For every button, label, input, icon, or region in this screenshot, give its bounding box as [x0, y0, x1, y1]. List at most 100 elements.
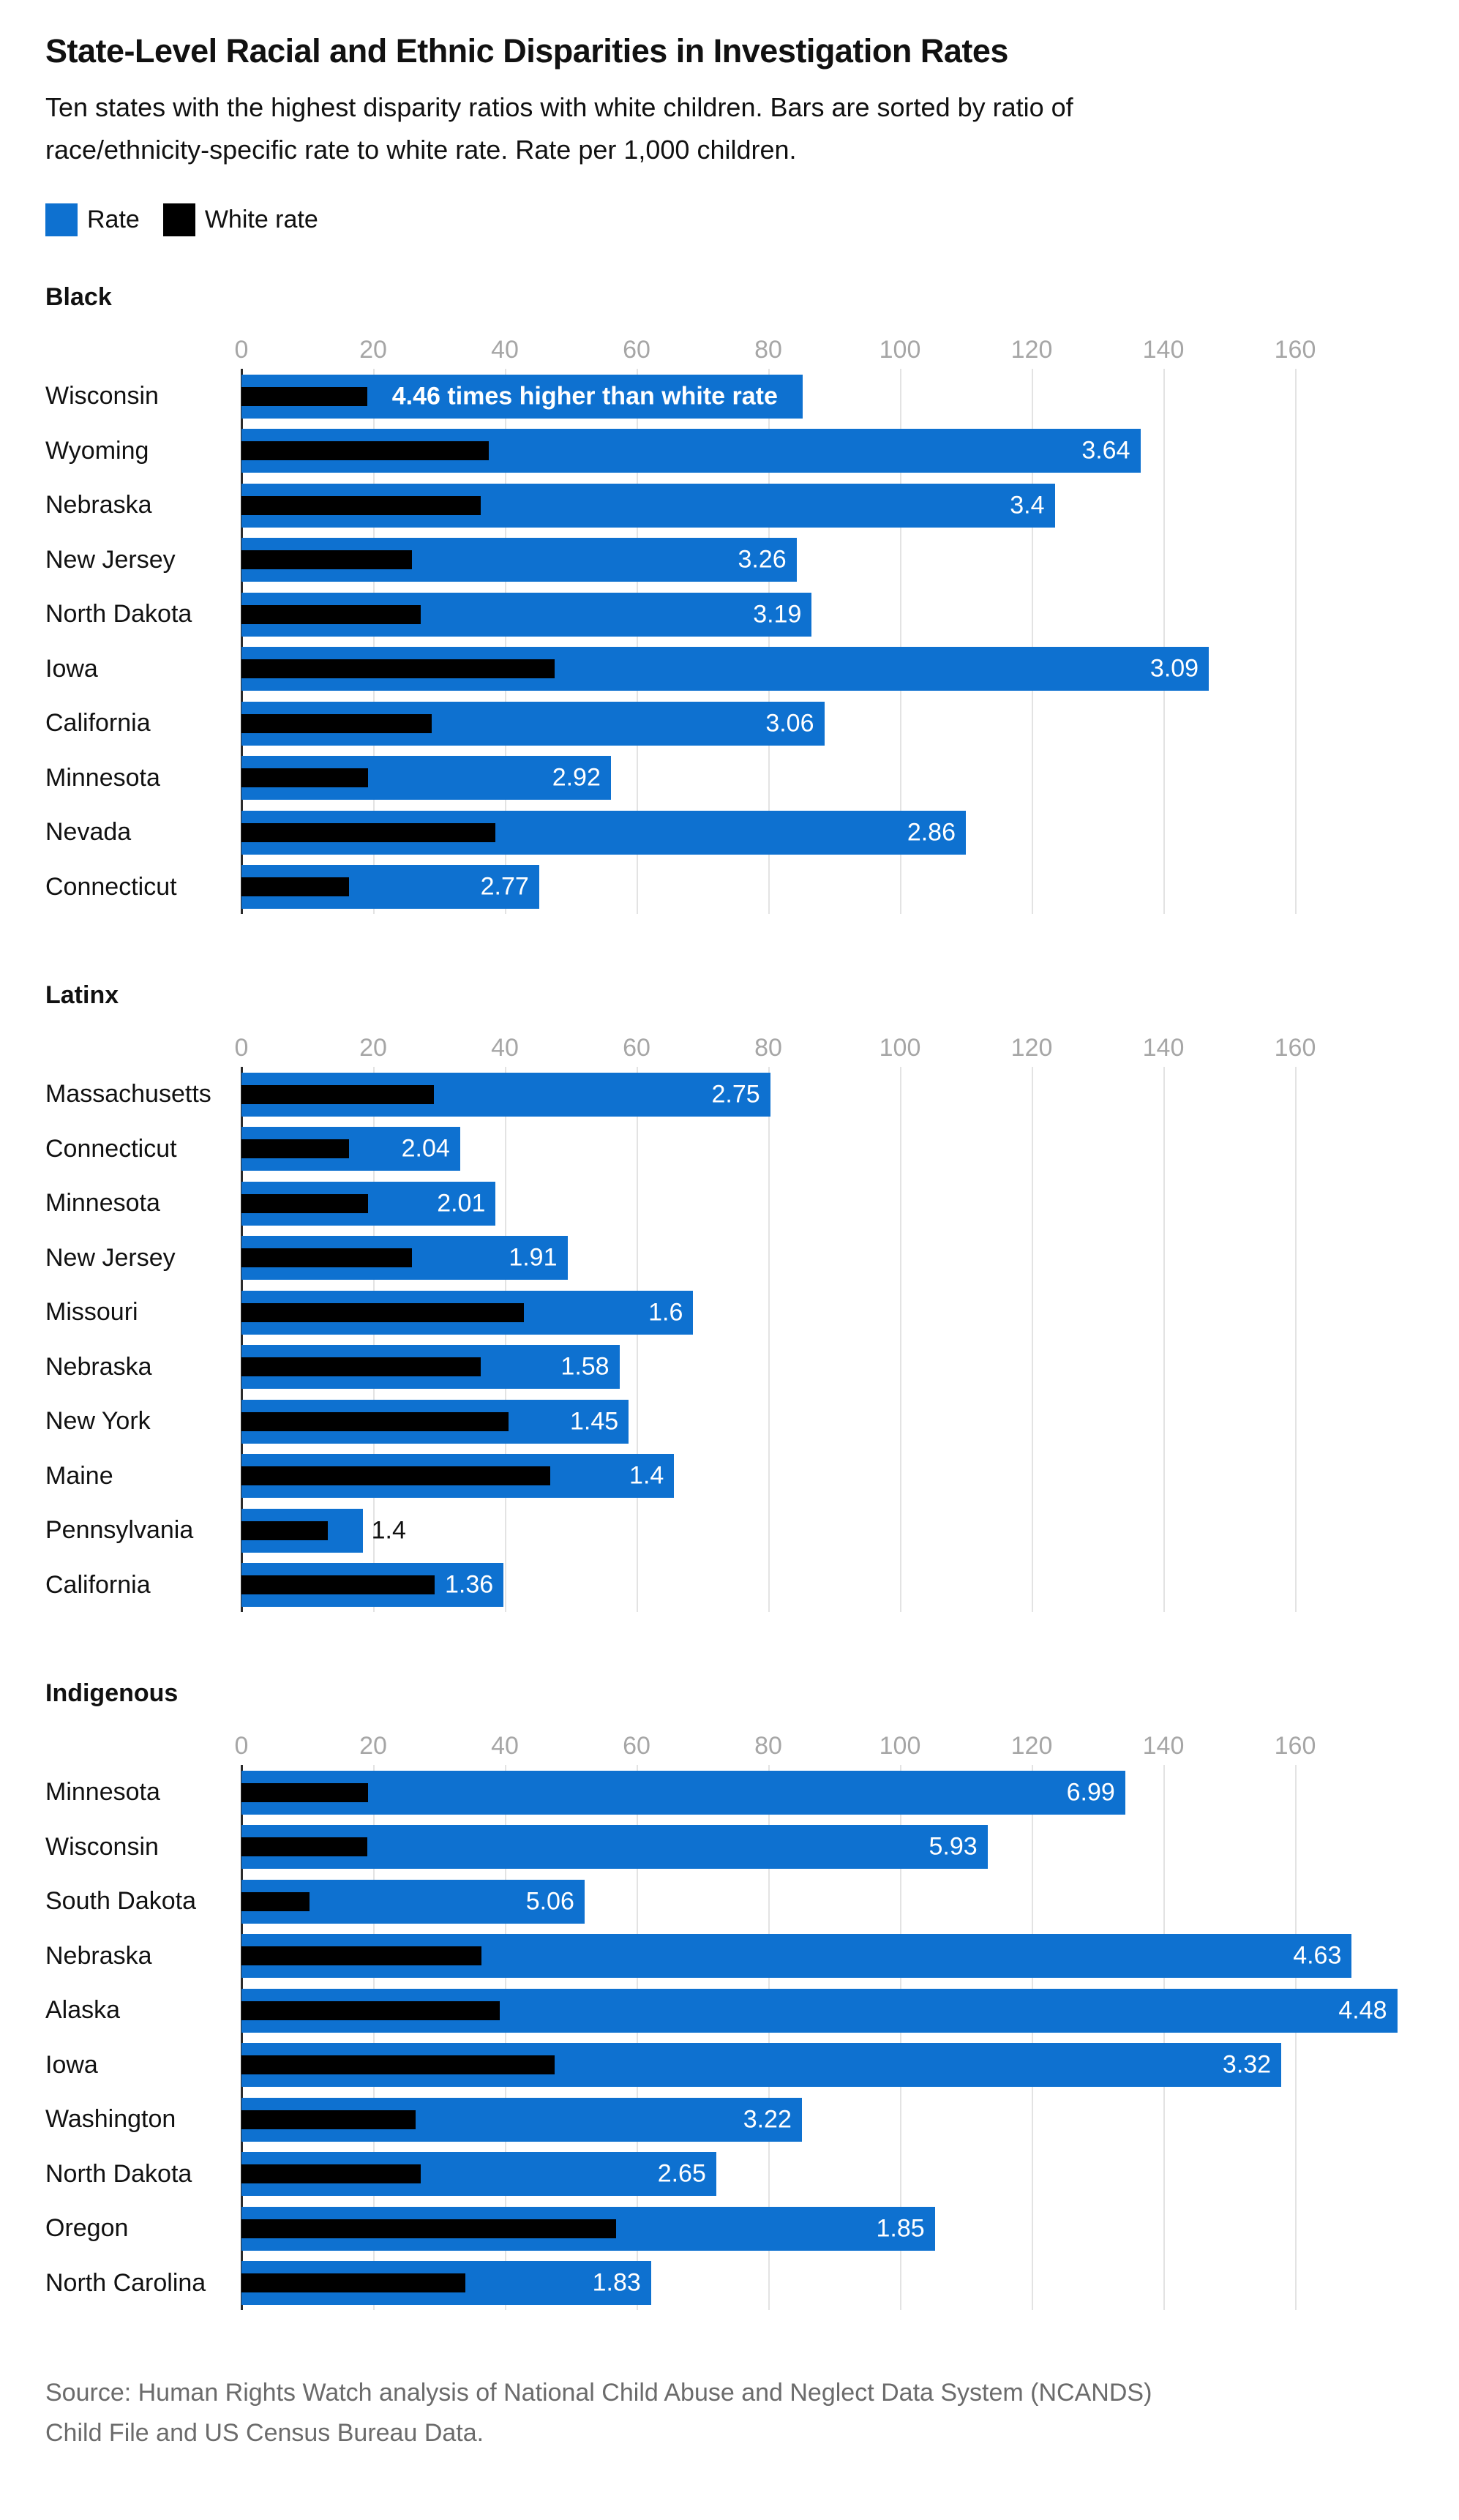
bar-row: Massachusetts 2.75: [45, 1067, 1458, 1122]
state-label: California: [45, 709, 151, 738]
axis-tick: 20: [359, 1732, 387, 1760]
axis-tick: 60: [623, 336, 650, 364]
white-rate-bar: [241, 2055, 555, 2075]
rate-bar: [241, 1770, 1125, 1815]
bar-value-label: 4.63: [1293, 1941, 1342, 1970]
bar-row: North Dakota 3.19: [45, 587, 1458, 642]
bar-value-label: 4.48: [1338, 1996, 1387, 2025]
white-rate-bar: [241, 659, 555, 679]
white-rate-bar: [241, 441, 489, 461]
bar-track: 1.6: [241, 1285, 1412, 1340]
bar-track: 2.75: [241, 1067, 1412, 1122]
bar-value-label: 5.93: [929, 1832, 978, 1861]
bar-row: New York 1.45: [45, 1394, 1458, 1449]
bar-track: 3.19: [241, 587, 1412, 642]
rate-legend-swatch: [45, 203, 78, 237]
bar-value-label: 2.92: [552, 763, 601, 792]
gridline: [505, 1067, 506, 1613]
rate-legend-label: Rate: [87, 206, 140, 234]
white-rate-bar: [241, 1411, 509, 1431]
bar-value-label: 1.45: [570, 1407, 619, 1436]
white-rate-bar: [241, 1466, 551, 1486]
white-rate-bar: [241, 1891, 310, 1911]
bar-value-label: 2.75: [711, 1080, 760, 1109]
gridline: [1295, 1067, 1297, 1613]
axis: 0 20 40 60 80 100 120 140 160: [235, 331, 1412, 369]
source-note: Source: Human Rights Watch analysis of N…: [45, 2373, 1412, 2453]
legend: Rate White rate: [45, 203, 1412, 237]
axis-tick: 100: [879, 336, 921, 364]
bar-track: 3.06: [241, 696, 1412, 751]
white-rate-bar: [241, 1248, 413, 1268]
state-label: Minnesota: [45, 1778, 160, 1807]
bar-track: 3.22: [241, 2092, 1412, 2147]
white-rate-bar: [241, 1575, 435, 1595]
white-rate-bar: [241, 1084, 434, 1104]
state-label: Iowa: [45, 2050, 98, 2079]
bar-track: 1.83: [241, 2256, 1412, 2311]
white-rate-bar: [241, 1520, 328, 1540]
state-label: Maine: [45, 1461, 113, 1490]
bar-row: South Dakota 5.06: [45, 1874, 1458, 1929]
state-label: Nebraska: [45, 1941, 152, 1970]
bar-value-label: 3.26: [738, 545, 787, 574]
bar-track: 2.65: [241, 2147, 1412, 2202]
axis-tick: 120: [1010, 1034, 1053, 1062]
state-label: Nevada: [45, 818, 132, 847]
white-rate-bar: [241, 2273, 465, 2293]
gridline: [1163, 1067, 1165, 1613]
axis-tick: 40: [491, 1034, 519, 1062]
axis-tick: 120: [1010, 336, 1053, 364]
bar-track: 3.09: [241, 642, 1412, 697]
axis-tick: 140: [1142, 336, 1185, 364]
axis-tick: 0: [234, 1732, 249, 1760]
gridline: [768, 1765, 770, 2311]
bar-track: 1.36: [241, 1558, 1412, 1613]
state-label: New Jersey: [45, 1243, 176, 1272]
section-title: Latinx: [45, 981, 119, 1010]
axis-tick: 80: [754, 1034, 782, 1062]
state-label: Wisconsin: [45, 1832, 159, 1861]
bar-track: 1.45: [241, 1394, 1412, 1449]
state-label: Missouri: [45, 1298, 138, 1327]
bar-track: 1.91: [241, 1231, 1412, 1286]
bar-value-label: 2.04: [401, 1134, 450, 1163]
chart-section-latinx: Latinx 0 20 40 60 80 100 120 140 160 Massachusetts…: [45, 981, 1412, 1613]
bar-track: 3.4: [241, 478, 1412, 533]
white-rate-bar: [241, 1837, 367, 1857]
gridline: [900, 1765, 901, 2311]
gridline: [1295, 1765, 1297, 2311]
bar-track: 5.93: [241, 1820, 1412, 1875]
subtitle-line-1: Ten states with the highest disparity ra…: [45, 91, 1073, 122]
bar-row: Connecticut 2.77: [45, 860, 1458, 915]
white-rate-legend-swatch: [162, 203, 195, 237]
white-rate-bar: [241, 1782, 368, 1802]
state-label: New York: [45, 1407, 151, 1436]
bar-row: Minnesota 6.99: [45, 1765, 1458, 1820]
white-rate-bar: [241, 768, 368, 788]
axis-tick: 80: [754, 1732, 782, 1760]
bar-row: Washington 3.22: [45, 2092, 1458, 2147]
bar-row: California 3.06: [45, 696, 1458, 751]
state-label: Wisconsin: [45, 382, 159, 410]
bar-value-label: 3.22: [743, 2105, 792, 2134]
white-rate-bar: [241, 713, 432, 733]
gridline: [1032, 1765, 1033, 2311]
white-rate-bar: [241, 1302, 525, 1322]
gridline: [1295, 369, 1297, 915]
bar-track: 4.46 times higher than white rate: [241, 369, 1412, 424]
state-label: Connecticut: [45, 1134, 177, 1163]
bar-track: 3.32: [241, 2038, 1412, 2093]
bar-track: 2.77: [241, 860, 1412, 915]
white-rate-bar: [241, 495, 481, 515]
bar-track: 2.92: [241, 751, 1412, 806]
zero-axis-line: [241, 1067, 243, 1613]
bar-track: 3.26: [241, 533, 1412, 588]
axis-tick: 80: [754, 336, 782, 364]
gridline: [637, 1067, 638, 1613]
bar-row: Minnesota 2.92: [45, 751, 1458, 806]
white-rate-bar: [241, 550, 413, 570]
state-label: Oregon: [45, 2214, 129, 2243]
bar-value-label: 6.99: [1066, 1778, 1115, 1807]
axis-tick: 0: [234, 336, 249, 364]
